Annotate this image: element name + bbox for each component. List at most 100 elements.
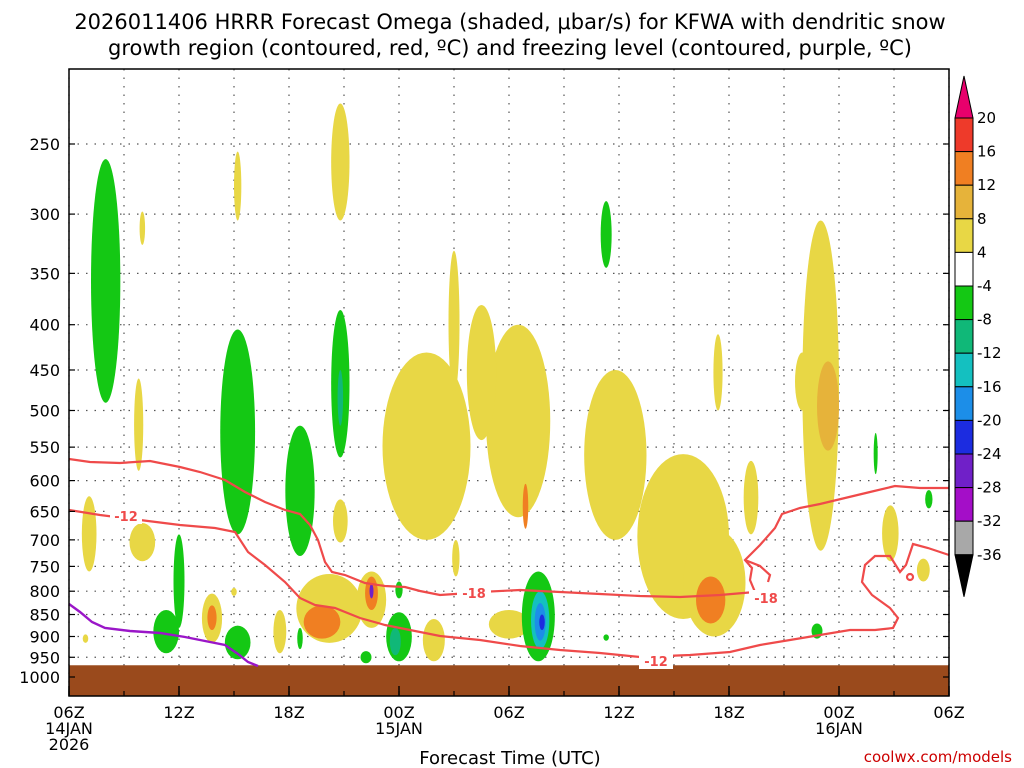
colorbar-swatch	[954, 319, 974, 354]
colorbar-label: -36	[977, 546, 1002, 564]
omega-region	[82, 634, 89, 643]
source-credit: coolwx.com/models	[864, 748, 1012, 766]
colorbar-label: -8	[977, 311, 992, 329]
colorbar-swatch	[954, 520, 974, 556]
y-tick-label: 450	[29, 361, 60, 380]
x-tick-label: 14JAN	[45, 719, 93, 738]
dgz-label-minus12-bottom: -12	[644, 655, 668, 670]
freezing-level-line	[69, 603, 259, 668]
colorbar-swatch	[954, 487, 974, 522]
x-tick-label: 12Z	[603, 703, 634, 722]
omega-shading	[81, 103, 933, 664]
y-tick-label: 600	[29, 472, 60, 491]
colorbar: 20 16 12 8 4 -4 -8 -12 -16 -20 -24 -28 -32 -36	[954, 75, 1002, 597]
y-tick-label: 750	[29, 557, 60, 576]
y-axis: 250 300 350 400 450 500 550 600 650 700 750 800 850 9…	[19, 135, 949, 687]
x-tick-label: 06Z	[933, 703, 964, 722]
y-tick-label: 800	[29, 582, 60, 601]
dgz-contour-upper-minus12	[69, 457, 756, 599]
y-tick-label: 400	[29, 316, 60, 335]
y-tick-label: 300	[29, 205, 60, 224]
omega-region	[360, 651, 372, 664]
x-tick-label: 18Z	[273, 703, 304, 722]
omega-region	[297, 627, 303, 650]
y-tick-label: 500	[29, 402, 60, 421]
colorbar-label: 8	[977, 210, 987, 228]
omega-region	[129, 523, 156, 562]
omega-region	[207, 605, 217, 631]
y-tick-label: 650	[29, 502, 60, 521]
colorbar-swatch	[954, 184, 974, 220]
x-tick-label: 18Z	[713, 703, 744, 722]
omega-region	[452, 539, 460, 577]
omega-region	[231, 587, 237, 596]
colorbar-label: -12	[977, 344, 1002, 362]
colorbar-top-arrow	[954, 75, 974, 119]
colorbar-label: -24	[977, 445, 1002, 463]
x-tick-label: 16JAN	[815, 719, 863, 738]
omega-region	[873, 432, 878, 475]
omega-region	[333, 499, 348, 543]
x-tick-label: 15JAN	[375, 719, 423, 738]
omega-region	[539, 614, 545, 631]
omega-region	[220, 329, 256, 535]
omega-region	[696, 576, 726, 624]
colorbar-swatch	[954, 352, 974, 388]
colorbar-label: 4	[977, 243, 987, 261]
colorbar-label: -16	[977, 378, 1002, 396]
x-tick-label: 12Z	[163, 703, 194, 722]
omega-region	[234, 151, 242, 221]
dgz-contour-hook	[744, 558, 772, 583]
omega-region	[273, 609, 287, 654]
dgz-label-minus18-center: -18	[462, 587, 486, 602]
x-tick-label: 00Z	[823, 703, 854, 722]
y-tick-label: 1000	[19, 668, 60, 687]
omega-region	[713, 334, 723, 411]
omega-region	[134, 378, 144, 471]
dgz-contour-small-loop	[905, 572, 915, 582]
omega-region	[422, 619, 445, 662]
colorbar-swatch	[954, 386, 974, 421]
colorbar-label: 12	[977, 176, 996, 194]
y-tick-label: 550	[29, 438, 60, 457]
omega-region	[389, 627, 401, 656]
omega-region	[916, 558, 930, 582]
x-axis-title: Forecast Time (UTC)	[419, 748, 600, 768]
omega-region	[224, 625, 251, 660]
omega-region	[395, 581, 403, 599]
omega-region	[331, 103, 350, 221]
contour-labels: -12 -18 -18 -12	[110, 508, 783, 670]
dgz-label-minus18-right: -18	[754, 592, 778, 607]
omega-region	[173, 534, 185, 628]
chart-title-line-1: 2026011406 HRRR Forecast Omega (shaded, …	[74, 10, 945, 34]
colorbar-swatch	[954, 218, 974, 253]
y-tick-label: 250	[29, 135, 60, 154]
colorbar-label: -20	[977, 411, 1002, 429]
dgz-contour-right-minus18	[743, 484, 949, 593]
omega-region	[448, 250, 460, 395]
omega-region	[795, 352, 810, 411]
omega-region	[337, 369, 344, 426]
colorbar-swatch	[954, 251, 974, 287]
omega-region	[369, 583, 374, 599]
omega-region	[285, 425, 315, 557]
omega-region	[382, 352, 471, 540]
omega-region	[743, 460, 759, 535]
omega-region	[584, 369, 647, 540]
omega-region	[488, 609, 530, 639]
omega-region	[817, 361, 839, 451]
colorbar-swatch	[954, 419, 974, 455]
omega-region	[486, 324, 551, 518]
colorbar-swatch	[954, 285, 974, 321]
freezing-level-contours	[69, 603, 259, 668]
y-tick-label: 900	[29, 627, 60, 646]
colorbar-label: -4	[977, 277, 992, 295]
y-tick-label: 700	[29, 531, 60, 550]
omega-region	[139, 211, 146, 245]
colorbar-bottom-arrow	[954, 554, 974, 597]
omega-region	[522, 483, 529, 529]
dgz-label-minus12-left: -12	[114, 510, 138, 525]
omega-region	[882, 505, 899, 562]
